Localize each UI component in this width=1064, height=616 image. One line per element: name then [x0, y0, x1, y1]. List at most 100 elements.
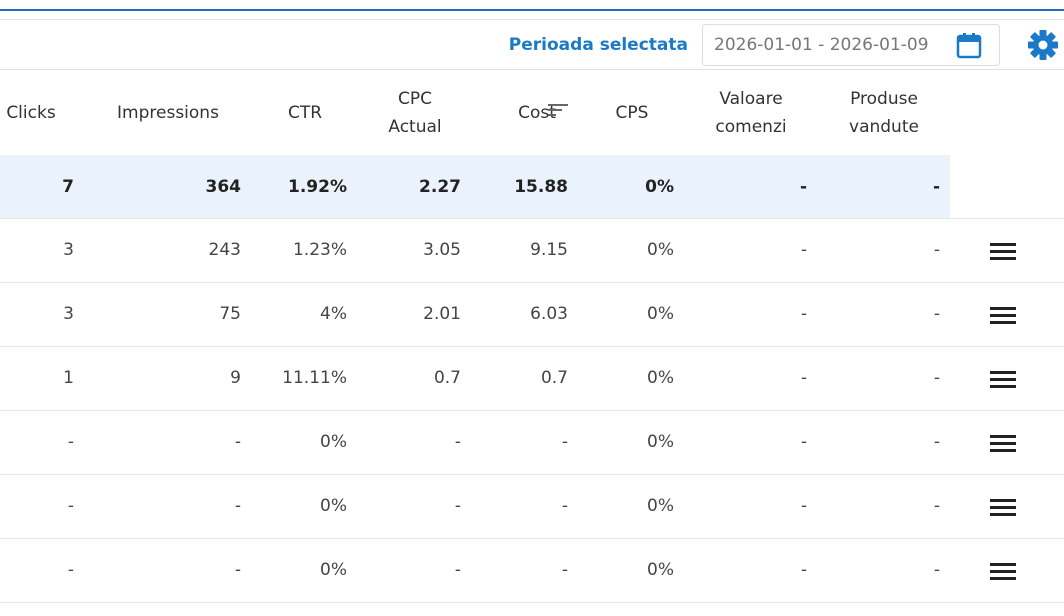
column-header[interactable]: Cost — [518, 102, 556, 123]
cell: 1.23% — [292, 240, 347, 260]
cell: - — [561, 560, 568, 580]
menu-bar — [990, 435, 1016, 438]
cell: 3 — [63, 240, 74, 260]
column-header: CPS — [615, 102, 649, 123]
date-range[interactable]: 2026-01-01 - 2026-01-09 — [714, 35, 929, 55]
row-divider — [0, 602, 1064, 603]
menu-bar — [990, 499, 1016, 502]
cell: 11.11% — [282, 368, 347, 388]
cell: - — [67, 560, 74, 580]
cell: 75 — [219, 304, 241, 324]
column-header: CPC Actual — [388, 88, 442, 137]
menu-bar — [990, 371, 1016, 374]
cell: 4% — [320, 304, 347, 324]
row-menu[interactable] — [990, 499, 1016, 519]
menu-bar — [990, 250, 1016, 253]
sort-bar — [548, 104, 568, 106]
column-header: Valoare comenzi — [715, 88, 787, 137]
cell: - — [933, 432, 940, 452]
column-header: Produse vandute — [849, 88, 919, 137]
divider — [0, 19, 1064, 20]
cell: 1 — [63, 368, 74, 388]
row-divider — [0, 282, 1064, 283]
cell: 0% — [647, 560, 674, 580]
row-menu[interactable] — [990, 243, 1016, 263]
column-header: CTR — [287, 102, 323, 123]
cell: 0% — [647, 304, 674, 324]
sort-bar — [548, 114, 556, 116]
menu-bar — [990, 563, 1016, 566]
cell: - — [933, 368, 940, 388]
cell: - — [933, 240, 940, 260]
row-divider — [0, 218, 1064, 219]
cell: 0% — [320, 496, 347, 516]
cell: - — [933, 496, 940, 516]
date-input[interactable] — [702, 24, 1000, 66]
cell: 3.05 — [423, 240, 461, 260]
menu-bar — [990, 257, 1016, 260]
menu-bar — [990, 570, 1016, 573]
cell: - — [933, 560, 940, 580]
cell: - — [932, 177, 940, 197]
row-divider — [0, 410, 1064, 411]
menu-bar — [990, 314, 1016, 317]
cell: 243 — [208, 240, 241, 260]
row-menu[interactable] — [990, 307, 1016, 327]
cell: 0% — [647, 496, 674, 516]
calendar-icon[interactable] — [955, 31, 983, 59]
cell: - — [799, 177, 807, 197]
cell: 2.27 — [419, 177, 461, 197]
cell: 15.88 — [514, 177, 568, 197]
sort-bar — [548, 109, 562, 111]
row-menu[interactable] — [990, 371, 1016, 391]
cell: - — [561, 496, 568, 516]
divider — [0, 69, 1064, 70]
menu-bar — [990, 243, 1016, 246]
cell: 6.03 — [530, 304, 568, 324]
cell: - — [454, 496, 461, 516]
settings-icon[interactable] — [1027, 29, 1059, 61]
column-header: Impressions — [117, 102, 219, 123]
cell: 2.01 — [423, 304, 461, 324]
cell: 7 — [62, 177, 74, 197]
cell: - — [800, 496, 807, 516]
menu-bar — [990, 321, 1016, 324]
cell: - — [800, 304, 807, 324]
column-header: Clicks — [6, 102, 56, 123]
cell: - — [454, 432, 461, 452]
cell: 0.7 — [433, 368, 461, 388]
cell: - — [561, 432, 568, 452]
cell: 3 — [63, 304, 74, 324]
cell: - — [800, 560, 807, 580]
menu-bar — [990, 449, 1016, 452]
cell: 0% — [320, 560, 347, 580]
menu-bar — [990, 506, 1016, 509]
menu-bar — [990, 385, 1016, 388]
cell: - — [234, 432, 241, 452]
menu-bar — [990, 307, 1016, 310]
cell: - — [67, 496, 74, 516]
row-menu[interactable] — [990, 563, 1016, 583]
menu-bar — [990, 513, 1016, 516]
cell: - — [234, 560, 241, 580]
top-accent — [0, 9, 1064, 11]
row-divider — [0, 346, 1064, 347]
cell: 0.7 — [540, 368, 568, 388]
sort-icon[interactable] — [548, 104, 568, 118]
cell: 0% — [647, 432, 674, 452]
cell: - — [454, 560, 461, 580]
row-divider — [0, 474, 1064, 475]
cell: - — [800, 368, 807, 388]
cell: 1.92% — [288, 177, 347, 197]
row-divider — [0, 538, 1064, 539]
menu-bar — [990, 577, 1016, 580]
cell: 0% — [647, 368, 674, 388]
cell: 0% — [647, 240, 674, 260]
row-menu[interactable] — [990, 435, 1016, 455]
cell: - — [800, 240, 807, 260]
cell: 364 — [205, 177, 242, 197]
cell: - — [800, 432, 807, 452]
menu-bar — [990, 442, 1016, 445]
cell: 0% — [645, 177, 674, 197]
